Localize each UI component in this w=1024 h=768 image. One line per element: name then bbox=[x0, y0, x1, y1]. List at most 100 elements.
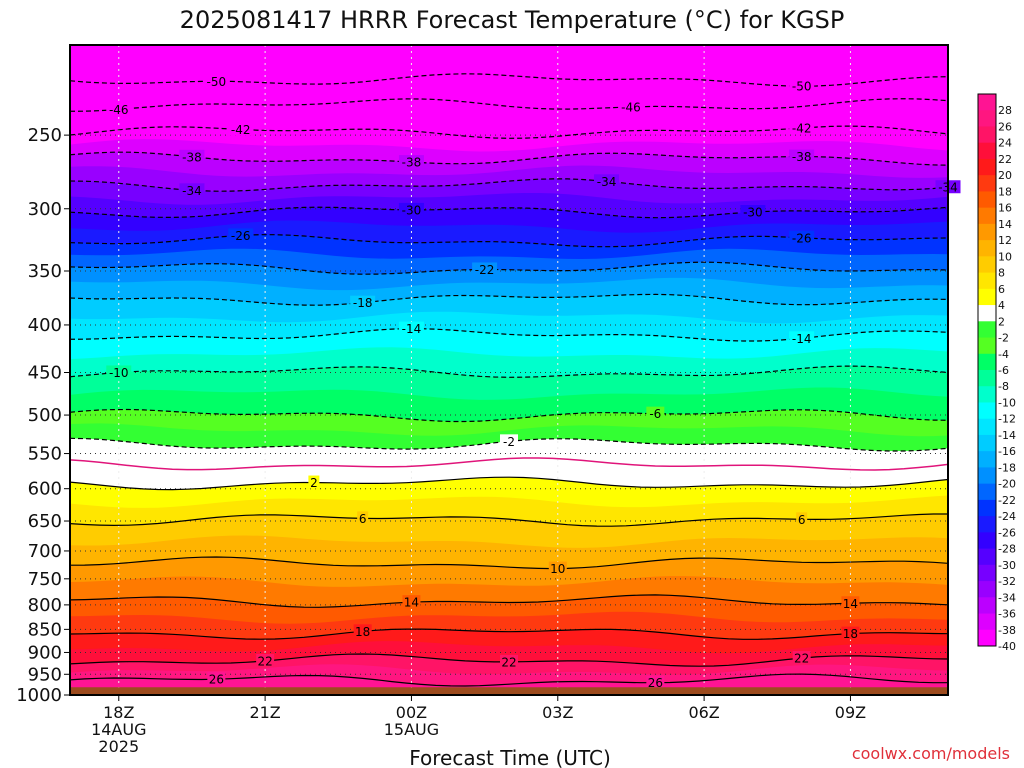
contour-labels: -50 -50-46 -46-42 -42-38 -38 -38-34-34 -34-30-… bbox=[106, 74, 961, 690]
colorbar-tick-6: 6 bbox=[998, 283, 1005, 296]
credit-text: coolwx.com/models bbox=[852, 744, 1010, 763]
colorbar-swatch-4 bbox=[978, 158, 996, 176]
colorbar-swatch-14 bbox=[978, 321, 996, 339]
contour-label-bg bbox=[398, 321, 424, 335]
contour-label--30-1: -30 bbox=[743, 206, 763, 220]
contour-label-bg bbox=[256, 653, 275, 667]
colorbar-tick--30: -30 bbox=[998, 559, 1016, 572]
colorbar-tick-14: 14 bbox=[998, 218, 1012, 231]
contour-label--30-0: -30 bbox=[402, 203, 422, 217]
x-tick-label-0-1: 14AUG bbox=[91, 720, 146, 739]
colorbar-tick--2: -2 bbox=[998, 332, 1009, 345]
contour-label-bg bbox=[789, 230, 815, 244]
contour-label--34-1: -34 bbox=[597, 175, 617, 189]
contour--46 bbox=[69, 98, 949, 112]
contour-label-26-1: 26 bbox=[648, 676, 663, 690]
contour-label-bg bbox=[594, 174, 620, 188]
colorbar-swatch-19 bbox=[978, 402, 996, 420]
contour-label-bg bbox=[789, 331, 815, 345]
contour-label-22-2: 22 bbox=[794, 652, 809, 666]
contour-label--10-0: -10 bbox=[109, 366, 129, 380]
contour-label--46-0: -46 bbox=[109, 103, 129, 117]
colorbar-tick-8: 8 bbox=[998, 267, 1005, 280]
colorbar-tick--38: -38 bbox=[998, 624, 1016, 637]
contour-label--50-1: -50 bbox=[792, 80, 812, 94]
colorbar-tick-4: 4 bbox=[998, 299, 1005, 312]
contour--6 bbox=[69, 408, 949, 423]
contour-18 bbox=[69, 628, 949, 640]
contour-label-bg bbox=[228, 122, 254, 136]
contour-label-bg bbox=[792, 651, 811, 665]
colorbar-swatch-15 bbox=[978, 337, 996, 355]
plot-area: -50 -50-46 -46-42 -42-38 -38 -38-34-34 -34-30-… bbox=[69, 44, 961, 696]
contour-0 bbox=[69, 457, 949, 471]
contour-label--46-1: -46 bbox=[621, 100, 641, 114]
colorbar-swatch-7 bbox=[978, 207, 996, 225]
contour-label-bg bbox=[353, 624, 372, 638]
contour-label-bg bbox=[203, 74, 229, 88]
contour-label--38-1: -38 bbox=[402, 156, 422, 170]
x-axis-label: Forecast Time (UTC) bbox=[409, 746, 611, 768]
colorbar-tick--28: -28 bbox=[998, 543, 1016, 556]
contour-label-bg bbox=[789, 79, 815, 93]
y-tick-label-550: 550 bbox=[28, 444, 62, 465]
contour-label-bg bbox=[228, 228, 254, 242]
contour-label-bg bbox=[500, 654, 518, 668]
colorbar-swatch-2 bbox=[978, 126, 996, 144]
y-tick-label-700: 700 bbox=[28, 541, 62, 562]
y-tick-label-300: 300 bbox=[28, 199, 62, 220]
contour-label--14-0: -14 bbox=[402, 322, 422, 336]
contour-label-bg bbox=[398, 155, 424, 169]
contour-label-bg bbox=[179, 183, 205, 197]
contour-label--42-1: -42 bbox=[792, 121, 812, 135]
y-tick-label-650: 650 bbox=[28, 511, 62, 532]
contour-label-bg bbox=[618, 99, 644, 113]
contour-label-bg bbox=[350, 295, 376, 309]
contour--10 bbox=[69, 365, 949, 378]
x-tick-label-6-0: 00Z bbox=[396, 703, 427, 722]
y-tick-label-450: 450 bbox=[28, 363, 62, 384]
colorbar-swatch-8 bbox=[978, 223, 996, 241]
contour-label--2-0: -2 bbox=[503, 435, 515, 449]
colorbar-tick--10: -10 bbox=[998, 396, 1016, 409]
contour-label-14-1: 14 bbox=[843, 597, 858, 611]
contour-label-bg bbox=[106, 102, 132, 116]
colorbar-tick--16: -16 bbox=[998, 445, 1016, 458]
contour-label-bg bbox=[357, 511, 369, 525]
colorbar-swatch-16 bbox=[978, 353, 996, 371]
x-tick-label-3-0: 21Z bbox=[249, 703, 280, 722]
colorbar-tick--4: -4 bbox=[998, 348, 1009, 361]
contour-14 bbox=[69, 594, 949, 608]
colorbar-swatch-12 bbox=[978, 288, 996, 306]
y-tick-label-500: 500 bbox=[28, 405, 62, 426]
contour-label-18-1: 18 bbox=[843, 627, 858, 641]
contour--22 bbox=[69, 261, 949, 275]
colorbar-tick-26: 26 bbox=[998, 120, 1012, 133]
colorbar-swatch-28 bbox=[978, 548, 996, 566]
below-ground-area bbox=[70, 687, 948, 695]
colorbar-tick--14: -14 bbox=[998, 429, 1016, 442]
y-tick-label-850: 850 bbox=[28, 619, 62, 640]
colorbar-swatch-29 bbox=[978, 564, 996, 582]
contour-label-bg bbox=[740, 205, 766, 219]
contour-label-6-0: 6 bbox=[359, 512, 367, 526]
colorbar-swatch-13 bbox=[978, 305, 996, 322]
colorbar-tick-12: 12 bbox=[998, 234, 1012, 247]
contour-label-bg bbox=[789, 120, 815, 134]
contour--34 bbox=[69, 178, 949, 192]
colorbar-tick--18: -18 bbox=[998, 461, 1016, 474]
colorbar-swatch-20 bbox=[978, 418, 996, 436]
contour-label-bg bbox=[308, 475, 320, 489]
colorbar-swatch-3 bbox=[978, 142, 996, 160]
colorbar-swatch-21 bbox=[978, 434, 996, 452]
x-tick-label-6-1: 15AUG bbox=[384, 720, 439, 739]
colorbar-swatch-27 bbox=[978, 532, 996, 550]
colorbar-tick-16: 16 bbox=[998, 202, 1012, 215]
contour-label-2-0: 2 bbox=[310, 476, 318, 490]
colorbar-tick-18: 18 bbox=[998, 185, 1012, 198]
x-tick-label-0-0: 18Z bbox=[103, 703, 134, 722]
colorbar-tick-28: 28 bbox=[998, 104, 1012, 117]
colorbar-swatch-1 bbox=[978, 110, 996, 127]
plot-frame bbox=[69, 44, 949, 696]
